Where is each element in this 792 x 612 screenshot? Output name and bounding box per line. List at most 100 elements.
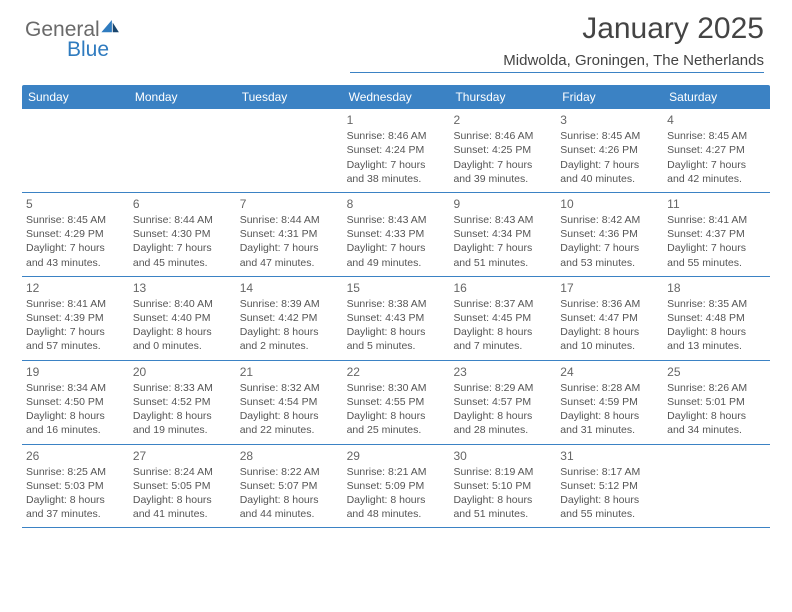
day-number: 9 bbox=[453, 196, 552, 212]
sunset-text: Sunset: 4:55 PM bbox=[347, 395, 446, 409]
sunrise-text: Sunrise: 8:39 AM bbox=[240, 297, 339, 311]
daylight-text: Daylight: 7 hours bbox=[560, 158, 659, 172]
day-number: 31 bbox=[560, 448, 659, 464]
day-number: 6 bbox=[133, 196, 232, 212]
daylight-text: and 0 minutes. bbox=[133, 339, 232, 353]
day-cell: 29Sunrise: 8:21 AMSunset: 5:09 PMDayligh… bbox=[343, 445, 450, 528]
day-cell: 18Sunrise: 8:35 AMSunset: 4:48 PMDayligh… bbox=[663, 277, 770, 360]
sunset-text: Sunset: 5:05 PM bbox=[133, 479, 232, 493]
daylight-text: and 37 minutes. bbox=[26, 507, 125, 521]
daylight-text: and 13 minutes. bbox=[667, 339, 766, 353]
daylight-text: Daylight: 7 hours bbox=[347, 241, 446, 255]
daylight-text: Daylight: 7 hours bbox=[560, 241, 659, 255]
day-number: 12 bbox=[26, 280, 125, 296]
day-number: 22 bbox=[347, 364, 446, 380]
daylight-text: and 19 minutes. bbox=[133, 423, 232, 437]
logo-text-blue: Blue bbox=[67, 38, 121, 62]
day-header: Saturday bbox=[663, 85, 770, 109]
daylight-text: Daylight: 8 hours bbox=[347, 493, 446, 507]
sunrise-text: Sunrise: 8:21 AM bbox=[347, 465, 446, 479]
day-cell: 24Sunrise: 8:28 AMSunset: 4:59 PMDayligh… bbox=[556, 361, 663, 444]
day-cell: 16Sunrise: 8:37 AMSunset: 4:45 PMDayligh… bbox=[449, 277, 556, 360]
daylight-text: and 31 minutes. bbox=[560, 423, 659, 437]
daylight-text: Daylight: 7 hours bbox=[667, 158, 766, 172]
sunset-text: Sunset: 4:47 PM bbox=[560, 311, 659, 325]
day-cell: 17Sunrise: 8:36 AMSunset: 4:47 PMDayligh… bbox=[556, 277, 663, 360]
daylight-text: Daylight: 8 hours bbox=[240, 493, 339, 507]
daylight-text: Daylight: 7 hours bbox=[26, 241, 125, 255]
sunrise-text: Sunrise: 8:35 AM bbox=[667, 297, 766, 311]
daylight-text: and 51 minutes. bbox=[453, 507, 552, 521]
daylight-text: Daylight: 8 hours bbox=[667, 325, 766, 339]
sunrise-text: Sunrise: 8:41 AM bbox=[26, 297, 125, 311]
daylight-text: and 40 minutes. bbox=[560, 172, 659, 186]
sunrise-text: Sunrise: 8:17 AM bbox=[560, 465, 659, 479]
day-cell: 2Sunrise: 8:46 AMSunset: 4:25 PMDaylight… bbox=[449, 109, 556, 192]
sunset-text: Sunset: 4:45 PM bbox=[453, 311, 552, 325]
sunset-text: Sunset: 5:09 PM bbox=[347, 479, 446, 493]
daylight-text: Daylight: 8 hours bbox=[347, 409, 446, 423]
daylight-text: and 44 minutes. bbox=[240, 507, 339, 521]
day-header: Monday bbox=[129, 85, 236, 109]
sunrise-text: Sunrise: 8:44 AM bbox=[240, 213, 339, 227]
daylight-text: Daylight: 8 hours bbox=[133, 325, 232, 339]
daylight-text: Daylight: 8 hours bbox=[560, 325, 659, 339]
daylight-text: Daylight: 8 hours bbox=[453, 325, 552, 339]
sunrise-text: Sunrise: 8:36 AM bbox=[560, 297, 659, 311]
day-cell: 23Sunrise: 8:29 AMSunset: 4:57 PMDayligh… bbox=[449, 361, 556, 444]
page-title: January 2025 bbox=[582, 12, 764, 46]
daylight-text: Daylight: 8 hours bbox=[26, 409, 125, 423]
sunrise-text: Sunrise: 8:30 AM bbox=[347, 381, 446, 395]
daylight-text: Daylight: 8 hours bbox=[667, 409, 766, 423]
day-cell: 21Sunrise: 8:32 AMSunset: 4:54 PMDayligh… bbox=[236, 361, 343, 444]
day-number: 24 bbox=[560, 364, 659, 380]
sunset-text: Sunset: 4:54 PM bbox=[240, 395, 339, 409]
day-cell: 8Sunrise: 8:43 AMSunset: 4:33 PMDaylight… bbox=[343, 193, 450, 276]
day-number: 25 bbox=[667, 364, 766, 380]
sunset-text: Sunset: 4:57 PM bbox=[453, 395, 552, 409]
day-cell: 26Sunrise: 8:25 AMSunset: 5:03 PMDayligh… bbox=[22, 445, 129, 528]
daylight-text: and 7 minutes. bbox=[453, 339, 552, 353]
sunset-text: Sunset: 4:40 PM bbox=[133, 311, 232, 325]
sunset-text: Sunset: 4:27 PM bbox=[667, 143, 766, 157]
sunrise-text: Sunrise: 8:38 AM bbox=[347, 297, 446, 311]
daylight-text: Daylight: 7 hours bbox=[347, 158, 446, 172]
daylight-text: Daylight: 7 hours bbox=[453, 158, 552, 172]
day-cell: 3Sunrise: 8:45 AMSunset: 4:26 PMDaylight… bbox=[556, 109, 663, 192]
logo: GeneralBlue bbox=[25, 18, 121, 62]
sunrise-text: Sunrise: 8:44 AM bbox=[133, 213, 232, 227]
daylight-text: and 28 minutes. bbox=[453, 423, 552, 437]
day-number: 21 bbox=[240, 364, 339, 380]
sunrise-text: Sunrise: 8:46 AM bbox=[347, 129, 446, 143]
sunset-text: Sunset: 4:34 PM bbox=[453, 227, 552, 241]
sunset-text: Sunset: 4:42 PM bbox=[240, 311, 339, 325]
day-cell: 20Sunrise: 8:33 AMSunset: 4:52 PMDayligh… bbox=[129, 361, 236, 444]
day-cell: 9Sunrise: 8:43 AMSunset: 4:34 PMDaylight… bbox=[449, 193, 556, 276]
day-number: 10 bbox=[560, 196, 659, 212]
sunset-text: Sunset: 4:43 PM bbox=[347, 311, 446, 325]
daylight-text: Daylight: 8 hours bbox=[133, 409, 232, 423]
daylight-text: and 25 minutes. bbox=[347, 423, 446, 437]
daylight-text: and 5 minutes. bbox=[347, 339, 446, 353]
day-header: Tuesday bbox=[236, 85, 343, 109]
daylight-text: and 49 minutes. bbox=[347, 256, 446, 270]
day-number: 2 bbox=[453, 112, 552, 128]
daylight-text: Daylight: 8 hours bbox=[26, 493, 125, 507]
day-number: 16 bbox=[453, 280, 552, 296]
day-number: 27 bbox=[133, 448, 232, 464]
daylight-text: and 39 minutes. bbox=[453, 172, 552, 186]
day-number: 15 bbox=[347, 280, 446, 296]
sunrise-text: Sunrise: 8:28 AM bbox=[560, 381, 659, 395]
sunset-text: Sunset: 5:07 PM bbox=[240, 479, 339, 493]
daylight-text: and 22 minutes. bbox=[240, 423, 339, 437]
day-number: 4 bbox=[667, 112, 766, 128]
daylight-text: Daylight: 8 hours bbox=[560, 493, 659, 507]
daylight-text: and 55 minutes. bbox=[560, 507, 659, 521]
daylight-text: and 10 minutes. bbox=[560, 339, 659, 353]
daylight-text: Daylight: 8 hours bbox=[453, 493, 552, 507]
daylight-text: Daylight: 7 hours bbox=[133, 241, 232, 255]
sunrise-text: Sunrise: 8:34 AM bbox=[26, 381, 125, 395]
day-number: 28 bbox=[240, 448, 339, 464]
sunset-text: Sunset: 4:25 PM bbox=[453, 143, 552, 157]
daylight-text: Daylight: 8 hours bbox=[240, 325, 339, 339]
